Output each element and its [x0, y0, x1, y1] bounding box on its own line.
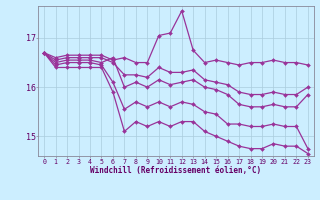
X-axis label: Windchill (Refroidissement éolien,°C): Windchill (Refroidissement éolien,°C): [91, 166, 261, 175]
